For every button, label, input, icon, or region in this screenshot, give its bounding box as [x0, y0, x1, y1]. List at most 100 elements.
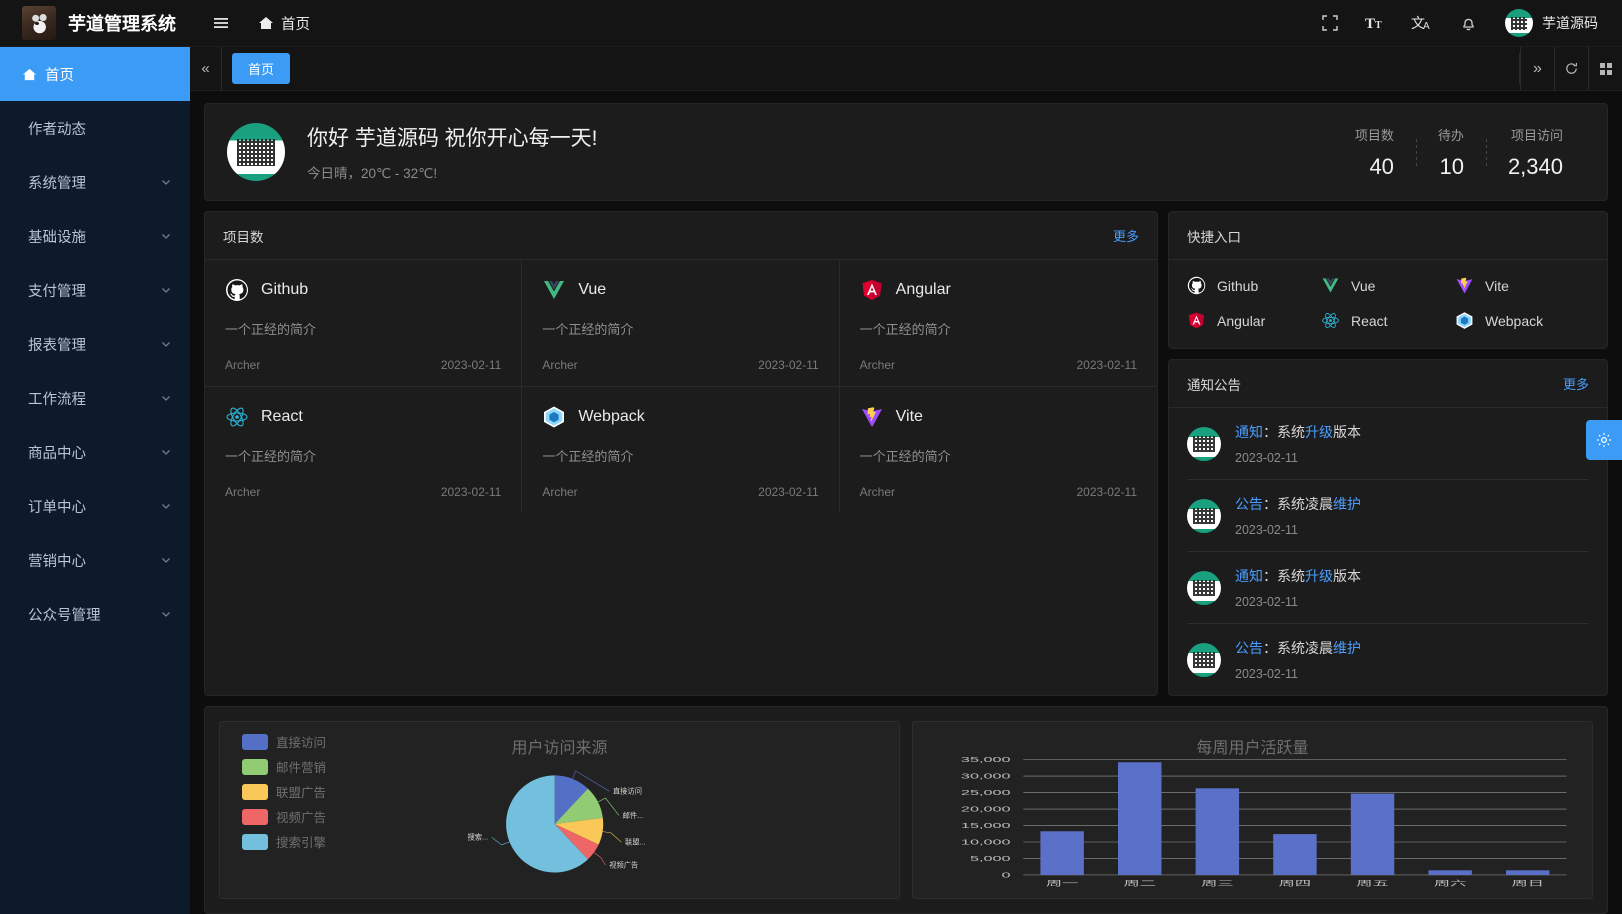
quick-entry-angular[interactable]: Angular — [1187, 311, 1321, 330]
projects-more-link[interactable]: 更多 — [1112, 229, 1139, 244]
settings-drawer-button[interactable] — [1586, 420, 1622, 460]
svg-text:T: T — [1375, 20, 1382, 31]
quick-entry-vite[interactable]: Vite — [1455, 276, 1589, 295]
y-axis-tick-label: 10,000 — [961, 838, 1011, 846]
qr-avatar — [1187, 426, 1221, 461]
stat-projects: 项目数 40 — [1333, 125, 1416, 180]
bar[interactable] — [1350, 793, 1395, 875]
project-card-vue[interactable]: Vue 一个正经的简介 Archer 2023-02-11 — [522, 260, 840, 387]
list-item[interactable]: 公告：系统凌晨维护 2023-02-11 — [1187, 480, 1589, 552]
sidebar-item-payment-management[interactable]: 支付管理 — [0, 263, 190, 317]
banner-stats: 项目数 40 待办 10 项目访问 2,340 — [1333, 125, 1585, 180]
sidebar-item-mp-management[interactable]: 公众号管理 — [0, 587, 190, 641]
fullscreen-icon[interactable] — [1307, 0, 1353, 47]
chevron-double-right-icon[interactable]: » — [1520, 46, 1554, 91]
projects-card: 项目数 更多 Github 一个正 — [204, 211, 1158, 696]
sidebar-item-system-management[interactable]: 系统管理 — [0, 155, 190, 209]
bar[interactable] — [1506, 870, 1550, 875]
pie-leader-line — [596, 797, 620, 816]
bar[interactable] — [1273, 834, 1317, 875]
quick-entry-label: Webpack — [1485, 312, 1544, 329]
list-item[interactable]: 通知：系统升级版本 2023-02-11 — [1187, 552, 1589, 624]
pie-leader-line — [592, 851, 606, 866]
vue-icon — [542, 278, 566, 302]
list-item[interactable]: 通知：系统升级版本 2023-02-11 — [1187, 408, 1589, 480]
quick-entry-webpack[interactable]: Webpack — [1455, 311, 1589, 330]
notice-prefix: 公告 — [1235, 496, 1263, 512]
chevron-double-left-icon[interactable]: « — [190, 46, 222, 91]
pie-slice[interactable] — [554, 788, 603, 824]
sidebar-item-order-center[interactable]: 订单中心 — [0, 479, 190, 533]
list-item[interactable]: 公告：系统凌晨维护 2023-02-11 — [1187, 624, 1589, 695]
notice-title: 通知：系统升级版本 — [1235, 566, 1589, 586]
bar[interactable] — [1195, 788, 1240, 875]
notices-more-link[interactable]: 更多 — [1562, 377, 1589, 392]
bar-chart-panel: 每周用户活跃量 0 5,000 10,000 15,000 20,000 25,000 30… — [912, 721, 1593, 899]
projects-grid: Github 一个正经的简介 Archer 2023-02-11 — [205, 260, 1157, 513]
sidebar-item-label: 系统管理 — [28, 175, 86, 192]
sidebar-item-label: 基础设施 — [28, 229, 86, 246]
notice-title: 公告：系统凌晨维护 — [1235, 494, 1589, 514]
legend-item[interactable]: 邮件营销 — [242, 757, 326, 776]
bar-chart-title: 每周用户活跃量 — [1196, 740, 1309, 757]
quick-entry-github[interactable]: Github — [1187, 276, 1321, 295]
chevron-down-icon — [160, 608, 172, 620]
quick-entry-header: 快捷入口 — [1169, 212, 1607, 260]
sidebar-item-report-management[interactable]: 报表管理 — [0, 317, 190, 371]
sidebar-item-workflow[interactable]: 工作流程 — [0, 371, 190, 425]
project-card-react[interactable]: React 一个正经的简介 Archer 2023-02-11 — [205, 387, 523, 513]
user-menu[interactable]: 芋道源码 — [1491, 9, 1606, 37]
project-card-github[interactable]: Github 一个正经的简介 Archer 2023-02-11 — [205, 260, 523, 387]
legend-item[interactable]: 搜索引擎 — [242, 832, 326, 851]
logo-block[interactable]: 芋道管理系统 — [0, 6, 190, 40]
project-card-webpack[interactable]: Webpack 一个正经的简介 Archer 2023-02-11 — [522, 387, 840, 513]
refresh-icon[interactable] — [1554, 46, 1588, 91]
sidebar-item-author-news[interactable]: 作者动态 — [0, 101, 190, 155]
breadcrumb-label: 首页 — [281, 16, 310, 33]
sidebar-item-infrastructure[interactable]: 基础设施 — [0, 209, 190, 263]
project-author: Archer — [859, 485, 895, 499]
quick-entry-label: React — [1351, 312, 1388, 329]
sidebar-item-home[interactable]: 首页 — [0, 47, 190, 101]
sidebar-item-product-center[interactable]: 商品中心 — [0, 425, 190, 479]
stat-value: 2,340 — [1507, 153, 1563, 179]
bar[interactable] — [1428, 870, 1472, 875]
legend-item[interactable]: 视频广告 — [242, 807, 326, 826]
project-name: React — [261, 408, 303, 425]
pie-slice[interactable] — [506, 775, 588, 873]
sidebar-item-label: 首页 — [45, 67, 74, 84]
hamburger-menu-icon[interactable] — [208, 10, 234, 36]
legend-swatch — [242, 758, 268, 775]
project-card-angular[interactable]: Angular 一个正经的简介 Archer 2023-02-11 — [839, 260, 1157, 387]
breadcrumb[interactable]: 首页 — [258, 13, 310, 34]
legend-item[interactable]: 直接访问 — [242, 732, 326, 751]
bar[interactable] — [1118, 762, 1162, 875]
y-axis-tick-label: 35,000 — [961, 756, 1011, 764]
grid-layout-icon[interactable] — [1588, 46, 1622, 91]
project-footer: Archer 2023-02-11 — [225, 485, 501, 499]
pie-slice[interactable] — [554, 775, 588, 824]
legend-item[interactable]: 联盟广告 — [242, 782, 326, 801]
project-desc: 一个正经的简介 — [859, 449, 951, 464]
notice-keyword: 升级 — [1305, 424, 1333, 440]
quick-entry-vue[interactable]: Vue — [1321, 276, 1455, 295]
tab-bar-actions: » — [1520, 46, 1622, 91]
pie-slice[interactable] — [554, 817, 604, 845]
stat-visits: 项目访问 2,340 — [1485, 125, 1585, 180]
home-icon — [22, 67, 37, 82]
tab-home[interactable]: 首页 — [232, 53, 291, 84]
username-label: 芋道源码 — [1542, 15, 1598, 31]
pie-slice[interactable] — [554, 823, 599, 860]
project-date: 2023-02-11 — [440, 485, 502, 499]
project-footer: Archer 2023-02-11 — [860, 358, 1137, 372]
sidebar-item-label: 支付管理 — [28, 283, 86, 300]
pie-chart-legend: 直接访问 邮件营销 联盟广告 视频广告 搜索引擎 — [242, 732, 326, 851]
quick-entry-react[interactable]: React — [1321, 311, 1455, 330]
bar[interactable] — [1040, 831, 1084, 875]
project-card-vite[interactable]: Vite 一个正经的简介 Archer 2023-02-11 — [840, 387, 1157, 513]
bell-icon[interactable] — [1445, 0, 1491, 47]
sidebar-item-marketing-center[interactable]: 营销中心 — [0, 533, 190, 587]
